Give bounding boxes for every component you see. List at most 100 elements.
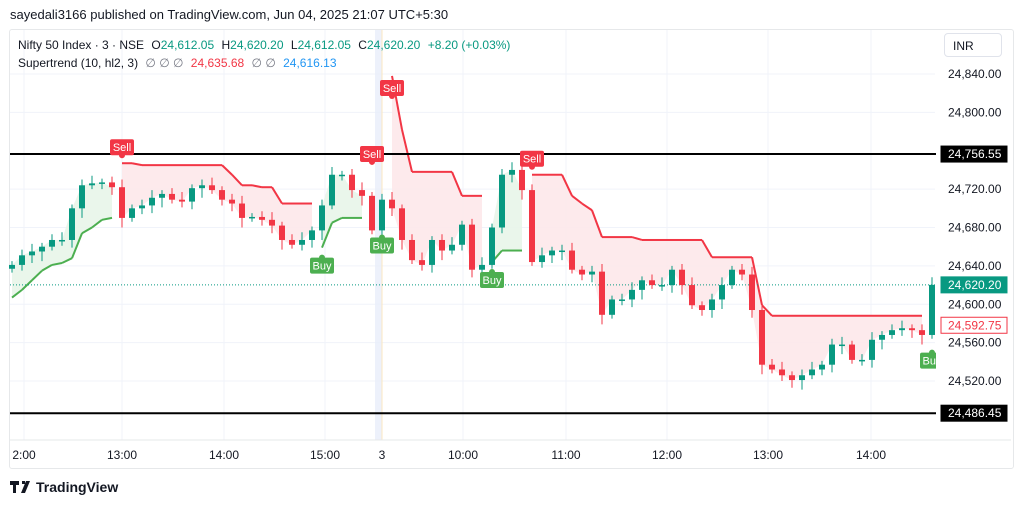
buy-signal-label: Buy [480,269,504,289]
candle-body [649,280,655,286]
candle-body [369,195,375,231]
candle [229,193,235,212]
candle-body [339,174,345,177]
indicator-name[interactable]: Supertrend (10, hl2, 3) [18,56,139,70]
candle [489,223,495,269]
supertrend-up-line [331,217,343,224]
time-axis-label: 2:00 [12,448,36,462]
candle-body [879,334,885,340]
candle [519,166,525,200]
candle-body [389,199,395,209]
supertrend-down-line [581,202,593,212]
candle-body [699,305,705,311]
close-value: 24,620.20 [366,38,421,52]
candle [169,188,175,204]
candle-body [899,328,905,331]
candle-body [109,182,115,188]
supertrend-fill [832,315,842,345]
publisher-line: sayedali3166 published on TradingView.co… [10,7,449,22]
candle-body [139,205,145,209]
candle-body [189,188,195,202]
candle-body [289,239,295,245]
supertrend-down-line [221,164,233,176]
candle [799,369,805,390]
candle-body [499,174,505,228]
candle [429,236,435,273]
candle-body [149,197,155,206]
signal-badge [370,237,394,254]
supertrend-fill [872,315,882,340]
candle-body [589,271,595,275]
supertrend-down-line [131,162,143,167]
supertrend-fill [152,165,162,198]
level-price-tag: 24,486.45 [940,404,1008,422]
supertrend-fill [802,315,812,376]
supertrend-fill [662,239,672,286]
candle [529,184,535,266]
symbol-row: Nifty 50 Index · 3 · NSE O24,612.05 H24,… [18,36,514,54]
candle-body [129,208,135,218]
supertrend-fill [722,257,732,286]
signal-pointer [319,254,325,261]
candle [89,175,95,190]
supertrend-down-line [401,129,413,173]
candle [9,261,15,273]
supertrend-down-line [271,186,283,205]
supertrend-fill [642,239,652,286]
candle [389,192,395,216]
supertrend-fill [132,163,142,209]
supertrend-fill [262,187,272,226]
signal-text: Sell [363,149,381,161]
candle-body [409,239,415,261]
candle-body [769,364,775,370]
brand-name: TradingView [36,479,119,495]
candle [709,293,715,318]
session-break-highlight [375,30,382,440]
candle [899,320,905,336]
candle-body [299,239,305,245]
candle [319,199,325,240]
signal-badge [310,257,334,274]
supertrend-down-line [631,236,643,241]
level-price-tag: 24,756.55 [940,145,1008,163]
supertrend-fill [292,203,302,245]
low-label: L [290,38,298,52]
candle [499,168,505,234]
candle [599,263,605,325]
candle [659,277,665,291]
candle [49,234,55,251]
candle [109,176,115,195]
buy-signal-label: Buy [310,254,334,274]
candle [129,204,135,222]
price-axis-label: 24,520.00 [948,374,1002,388]
candle [559,244,565,261]
currency-button[interactable]: INR [944,33,1002,57]
time-axis-label: 14:00 [856,448,886,462]
symbol-name[interactable]: Nifty 50 Index · 3 · NSE [18,38,145,52]
time-axis-label: 15:00 [310,448,340,462]
supertrend-fill [632,237,642,290]
candle [239,195,245,228]
supertrend-price-tag-box [940,316,1008,334]
candle [409,234,415,264]
candle [829,338,835,373]
candle [369,192,375,235]
candle [149,190,155,214]
close-label: C [358,38,367,52]
candle [669,265,675,293]
supertrend-fill [352,190,362,218]
candle-body [639,280,645,290]
supertrend-fill [562,174,572,270]
supertrend-up-line [41,264,53,272]
candle [689,277,695,310]
signal-text: Buy [483,275,502,287]
candle [349,168,355,198]
candle-body [579,269,585,275]
candle-body [379,199,385,231]
candle [589,265,595,283]
level-price-tag-box [940,404,1008,422]
supertrend-fill [902,315,912,331]
candle [299,232,305,251]
time-axis-label: 13:00 [753,448,783,462]
